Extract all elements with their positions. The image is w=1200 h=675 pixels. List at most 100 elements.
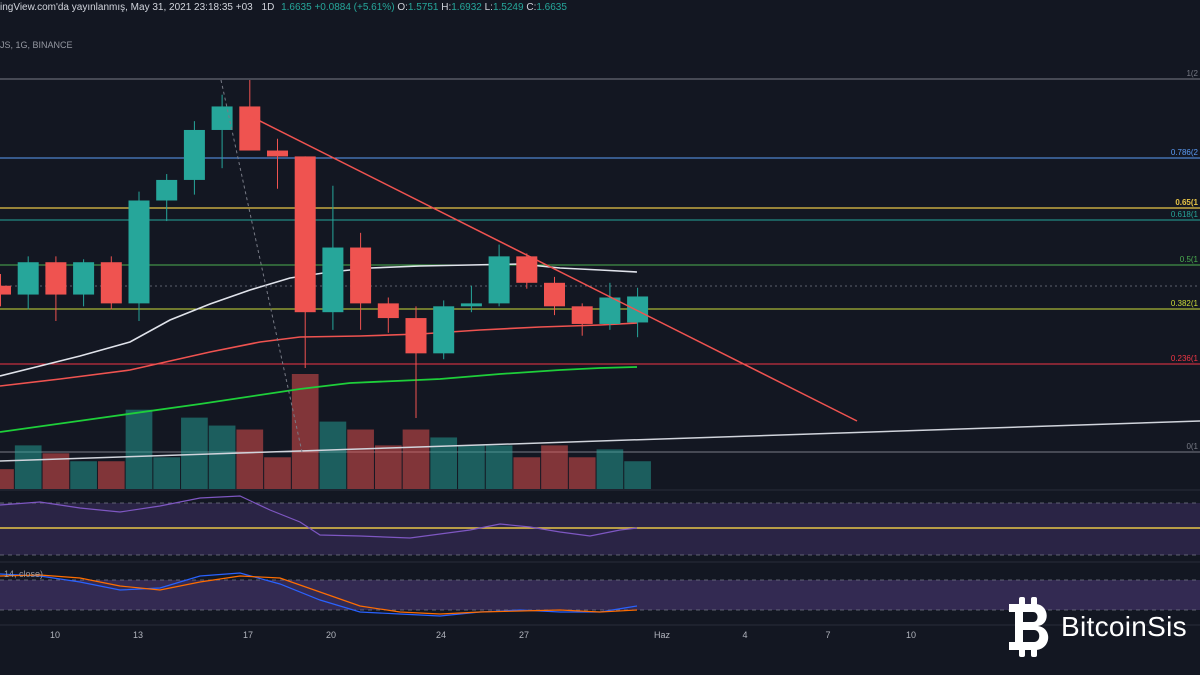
candle-body — [350, 247, 372, 304]
volume-bar — [485, 445, 513, 489]
bitcoin-logo-icon — [1009, 597, 1049, 657]
candle-body — [183, 129, 205, 180]
volume-bar — [458, 445, 485, 489]
volume-bar — [181, 417, 208, 489]
x-tick-label: 13 — [133, 630, 143, 640]
volume-bar — [541, 445, 568, 489]
candle — [183, 121, 205, 195]
candle-body — [488, 256, 510, 304]
candle — [239, 80, 261, 151]
volume-bar — [319, 421, 347, 489]
volume-bar — [236, 429, 264, 489]
rsi-line — [0, 495, 638, 539]
candle-body — [100, 262, 122, 304]
candle — [100, 256, 122, 310]
fib-label-0786: 0.786(2 — [1171, 148, 1199, 157]
candle-body — [377, 303, 399, 319]
candle-body — [239, 106, 261, 151]
time-axis[interactable]: 10 13 17 20 24 27 Haz 4 7 10 — [0, 624, 1200, 640]
rsi-band — [0, 503, 1200, 555]
fib-label-0382: 0.382(1 — [1171, 299, 1199, 308]
x-tick-label: 17 — [243, 630, 253, 640]
timeframe-text: 1D — [261, 2, 275, 13]
watermark: BitcoinSis — [1005, 595, 1200, 659]
x-tick-label: 4 — [742, 630, 747, 640]
stoch-pane — [0, 561, 1200, 617]
candle-body — [156, 179, 178, 201]
ma-green — [0, 366, 638, 433]
fib-label-1: 1(2 — [1186, 69, 1198, 78]
volume-bar — [347, 429, 374, 489]
candle-body — [571, 306, 593, 324]
fib-label-0618: 0.618(1 — [1171, 210, 1199, 219]
low-label: L: — [484, 2, 493, 13]
candle — [571, 303, 593, 336]
candle — [17, 256, 39, 310]
candle-body — [405, 318, 427, 354]
descending-trendline[interactable] — [247, 114, 858, 422]
candle-body — [211, 106, 233, 130]
fib-label-0: 0(1 — [1186, 442, 1198, 451]
x-tick-label: 10 — [906, 630, 916, 640]
candle-body — [599, 297, 621, 324]
candle — [294, 156, 316, 369]
volume-bar — [70, 461, 97, 489]
candle-body — [294, 156, 316, 313]
open-value: 1.5751 — [407, 2, 439, 13]
candle — [488, 244, 510, 307]
x-tick-label: 10 — [50, 630, 60, 640]
candle-body — [0, 285, 11, 295]
candles — [0, 80, 649, 418]
high-label: H: — [441, 2, 452, 13]
watermark-text: BitcoinSis — [1061, 611, 1187, 642]
candle-body — [73, 262, 95, 295]
candle — [377, 297, 399, 333]
candle-body — [17, 262, 39, 295]
volume-bar — [596, 449, 624, 489]
volume-bar — [153, 457, 181, 489]
chart-header: ingView.com'da yayınlanmış, May 31, 2021… — [0, 2, 567, 13]
publisher-text: ingView.com'da yayınlanmış, May 31, 2021… — [0, 2, 253, 13]
candle-body — [544, 282, 565, 307]
ascending-trendline[interactable] — [0, 420, 1200, 462]
candle — [211, 94, 233, 169]
candle — [45, 256, 67, 322]
drawings[interactable] — [0, 79, 1200, 462]
change-text: +0.0884 (+5.61%) — [314, 2, 395, 13]
open-label: O: — [397, 2, 408, 13]
candle-body — [516, 256, 538, 283]
candle — [460, 285, 482, 313]
fib-label-0236: 0.236(1 — [1171, 354, 1199, 363]
candle-body — [267, 150, 288, 157]
stoch-d-line — [0, 574, 638, 615]
volume-bar — [0, 469, 14, 489]
high-value: 1.6932 — [451, 2, 482, 13]
x-tick-label: 7 — [825, 630, 830, 640]
volume-bar — [264, 457, 291, 489]
indicator-label: 14, close) — [4, 569, 44, 579]
x-tick-label: 27 — [519, 630, 529, 640]
volume-bars — [0, 374, 651, 489]
symbol-line: JS, 1G, BINANCE — [0, 40, 73, 50]
rsi-pane — [0, 489, 1200, 556]
candle-body — [460, 303, 482, 307]
low-value: 1.5249 — [492, 2, 524, 13]
volume-bar — [374, 445, 402, 489]
candle — [516, 253, 538, 289]
candle — [627, 287, 649, 338]
candle — [156, 174, 178, 222]
close-label: C: — [526, 2, 537, 13]
candle — [433, 300, 455, 360]
stoch-band — [0, 580, 1200, 610]
candle-body — [128, 200, 150, 304]
candle — [73, 259, 95, 307]
candle — [267, 138, 288, 189]
volume-bar — [125, 409, 153, 489]
candle-body — [45, 262, 67, 295]
x-tick-label: Haz — [654, 630, 671, 640]
fib-label-05: 0.5(1 — [1180, 255, 1199, 264]
close-value: 1.6635 — [536, 2, 567, 13]
candle — [544, 276, 565, 316]
